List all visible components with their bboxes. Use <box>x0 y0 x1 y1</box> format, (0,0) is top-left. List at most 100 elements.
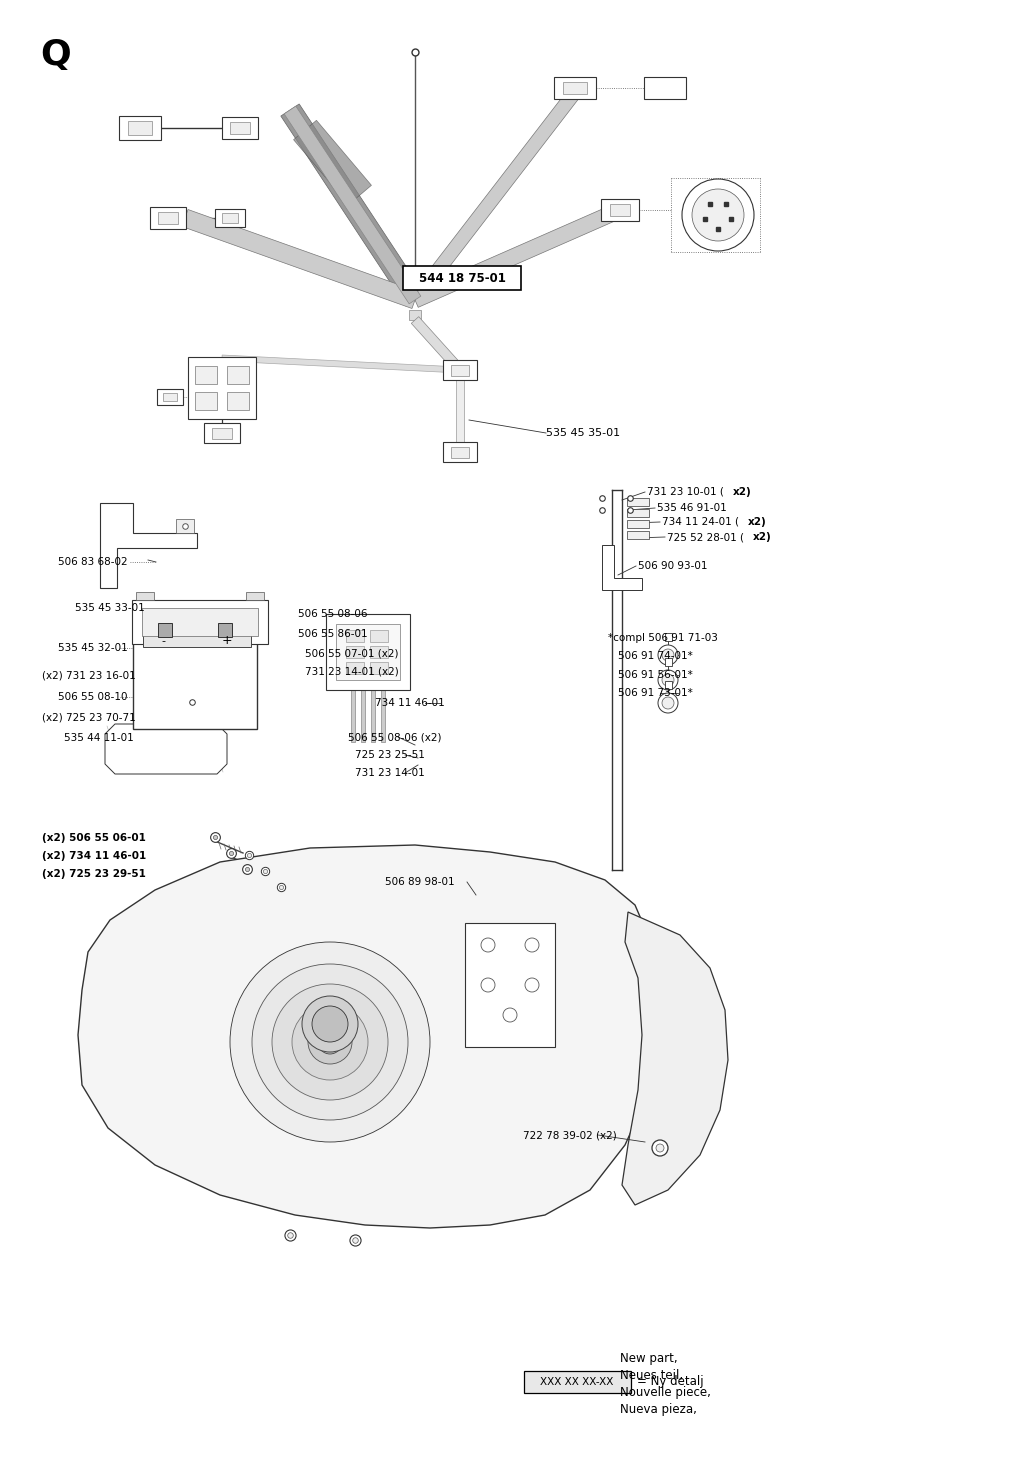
Circle shape <box>658 671 678 690</box>
Bar <box>665 681 672 688</box>
Text: 731 23 10-01 (: 731 23 10-01 ( <box>647 487 724 496</box>
Bar <box>158 623 172 637</box>
Bar <box>158 213 178 225</box>
Bar <box>627 498 649 507</box>
Polygon shape <box>622 911 728 1205</box>
Circle shape <box>481 938 495 953</box>
Bar <box>370 631 388 642</box>
Bar <box>336 623 400 679</box>
Bar <box>370 662 388 674</box>
Bar <box>230 123 250 134</box>
Polygon shape <box>281 103 424 306</box>
Circle shape <box>525 978 539 993</box>
Text: Nouvelle piece,: Nouvelle piece, <box>620 1385 711 1399</box>
FancyBboxPatch shape <box>524 1371 631 1393</box>
Bar <box>128 121 152 134</box>
Text: (x2) 725 23 70-71: (x2) 725 23 70-71 <box>42 712 136 722</box>
Polygon shape <box>381 690 385 741</box>
Bar <box>212 427 231 439</box>
Bar <box>188 357 256 419</box>
Polygon shape <box>409 310 421 321</box>
Bar <box>157 388 183 405</box>
Polygon shape <box>412 316 464 374</box>
Text: (x2) 731 23 16-01: (x2) 731 23 16-01 <box>42 671 136 679</box>
Text: 535 44 11-01: 535 44 11-01 <box>63 733 134 743</box>
Bar <box>601 199 639 222</box>
Bar <box>227 391 249 411</box>
Polygon shape <box>222 354 460 374</box>
FancyBboxPatch shape <box>403 266 521 289</box>
Bar <box>451 446 469 458</box>
Text: 506 55 08-06: 506 55 08-06 <box>298 609 368 619</box>
Text: 734 11 46-01: 734 11 46-01 <box>375 699 444 707</box>
Text: +: + <box>221 635 232 647</box>
Bar <box>465 923 555 1047</box>
Circle shape <box>230 942 430 1142</box>
Bar <box>215 210 245 227</box>
Polygon shape <box>456 380 464 445</box>
Text: (x2) 734 11 46-01: (x2) 734 11 46-01 <box>42 851 146 861</box>
Polygon shape <box>105 724 227 774</box>
Bar <box>443 360 477 380</box>
Bar <box>370 645 388 657</box>
Bar <box>609 204 631 216</box>
Bar <box>246 592 264 600</box>
Bar <box>227 366 249 384</box>
Text: Neues teil,: Neues teil, <box>620 1369 683 1382</box>
Text: 506 83 68-02: 506 83 68-02 <box>58 557 128 567</box>
Bar <box>665 634 672 641</box>
Text: XXX XX XX-XX: XXX XX XX-XX <box>541 1377 613 1387</box>
Text: x2): x2) <box>748 517 767 527</box>
Bar <box>143 628 251 647</box>
Bar <box>443 442 477 462</box>
Polygon shape <box>294 120 372 205</box>
Text: = Ny detalj: = Ny detalj <box>637 1375 703 1388</box>
Polygon shape <box>182 210 418 309</box>
Bar <box>119 117 161 140</box>
Text: x2): x2) <box>733 487 752 496</box>
Text: Nueva pieza,: Nueva pieza, <box>620 1403 697 1416</box>
Polygon shape <box>412 202 624 307</box>
Text: 506 90 93-01: 506 90 93-01 <box>638 561 708 572</box>
Polygon shape <box>351 690 355 741</box>
Bar <box>218 623 232 637</box>
Polygon shape <box>361 690 365 741</box>
Text: 506 91 73-01*: 506 91 73-01* <box>618 688 693 699</box>
Bar <box>627 532 649 539</box>
Bar <box>222 117 258 139</box>
Bar <box>451 365 469 375</box>
Text: 506 55 86-01: 506 55 86-01 <box>298 629 368 640</box>
Bar <box>195 366 217 384</box>
Text: 535 45 32-01: 535 45 32-01 <box>58 642 128 653</box>
Text: 506 89 98-01: 506 89 98-01 <box>385 877 455 888</box>
Bar <box>222 213 239 223</box>
Circle shape <box>252 964 408 1120</box>
Bar <box>627 520 649 527</box>
Text: 725 23 25-51: 725 23 25-51 <box>355 750 425 761</box>
Text: (x2) 506 55 06-01: (x2) 506 55 06-01 <box>42 833 145 843</box>
Bar <box>136 592 154 600</box>
Bar <box>204 422 240 443</box>
Text: (x2) 725 23 29-51: (x2) 725 23 29-51 <box>42 868 145 879</box>
Text: -: - <box>161 637 165 645</box>
Circle shape <box>312 1006 348 1041</box>
Circle shape <box>308 1021 352 1063</box>
Text: Q: Q <box>40 38 71 72</box>
Text: 731 23 14-01: 731 23 14-01 <box>355 768 425 778</box>
Bar <box>195 391 217 411</box>
Bar <box>132 600 268 644</box>
Text: 725 52 28-01 (: 725 52 28-01 ( <box>667 532 744 542</box>
Circle shape <box>503 1007 517 1022</box>
Circle shape <box>525 938 539 953</box>
Polygon shape <box>284 106 421 304</box>
Text: *compl 506 91 71-03: *compl 506 91 71-03 <box>608 634 718 642</box>
Circle shape <box>662 697 674 709</box>
Text: x2): x2) <box>753 532 772 542</box>
Circle shape <box>692 189 744 241</box>
Bar <box>346 662 364 674</box>
Text: 506 91 74-01*: 506 91 74-01* <box>618 651 693 662</box>
Text: New part,: New part, <box>620 1351 678 1365</box>
Bar <box>665 657 672 666</box>
Circle shape <box>292 1004 368 1080</box>
Bar <box>627 510 649 517</box>
